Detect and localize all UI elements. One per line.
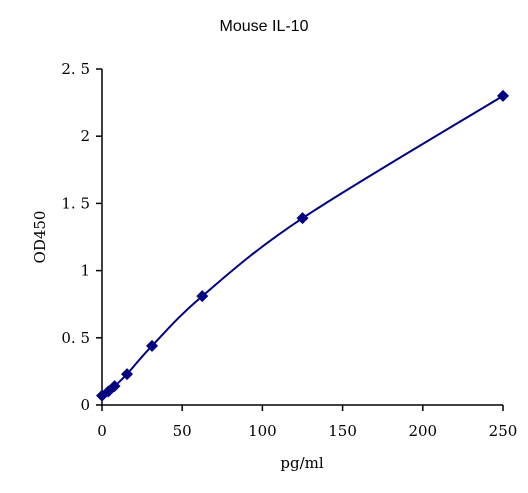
data-point-marker [121,368,134,381]
data-point-marker [146,339,159,352]
x-tick-label: 100 [248,422,277,440]
chart-title: Mouse IL-10 [220,18,309,35]
data-point-marker [497,89,509,102]
y-tick-label: 0. 5 [61,329,90,347]
x-ticks: 0 50 100 150 200 250 [97,405,517,440]
series-layer [96,89,509,402]
y-axis-label: OD450 [31,211,49,264]
x-tick-label: 250 [489,422,518,440]
x-tick-label: 0 [97,422,107,440]
y-tick-label: 1. 5 [61,194,90,212]
y-tick-label: 1 [80,262,90,280]
y-tick-label: 0 [80,396,90,414]
x-tick-label: 200 [408,422,437,440]
data-point-marker [108,380,121,393]
series-line [101,95,504,397]
data-point-marker [296,212,309,225]
data-point-marker [196,290,209,303]
x-tick-label: 150 [328,422,357,440]
y-tick-label: 2 [80,127,90,145]
x-axis-label: pg/ml [280,454,323,472]
y-ticks: 0 0. 5 1 1. 5 2 2. 5 [61,60,102,414]
y-tick-label: 2. 5 [61,60,90,78]
axes [101,69,503,406]
x-tick-label: 50 [173,422,192,440]
